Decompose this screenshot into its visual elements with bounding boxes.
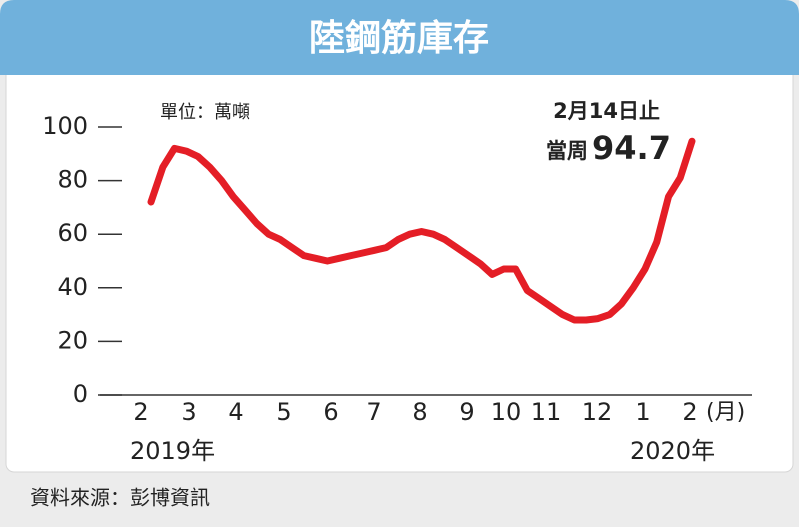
x-tick-label: 8 — [412, 398, 427, 426]
x-unit: (月) — [706, 400, 745, 425]
y-tick-label: 80 — [57, 166, 88, 194]
x-tick-label: 2 — [682, 398, 697, 426]
y-tick-label: 100 — [42, 112, 88, 140]
data-label: 94.7 — [592, 129, 671, 167]
chart-title: 陸鋼筋庫存 — [309, 18, 489, 59]
y-tick-label: 40 — [57, 273, 88, 301]
source: 資料來源：彭博資訊 — [30, 486, 210, 510]
x-tick-label: 10 — [491, 398, 522, 426]
unit-label: 單位：萬噸 — [160, 102, 250, 123]
x-tick-label: 1 — [635, 398, 650, 426]
year-label: 2020年 — [630, 437, 715, 465]
data-line — [147, 137, 696, 324]
x-tick-label: 11 — [531, 398, 562, 426]
x-tick-label: 3 — [181, 398, 196, 426]
year-label: 2019年 — [130, 437, 215, 465]
x-tick-label: 5 — [276, 398, 291, 426]
annotation-date: 2月14日止 — [553, 99, 660, 123]
title-bar — [0, 0, 799, 75]
x-tick-label: 7 — [366, 398, 381, 426]
y-tick-label: 20 — [57, 326, 88, 354]
x-tick-label: 4 — [228, 398, 243, 426]
x-tick-label: 12 — [582, 398, 613, 426]
x-tick-label: 2 — [133, 398, 148, 426]
y-tick-label: 0 — [73, 380, 88, 408]
y-tick-label: 60 — [57, 219, 88, 247]
annotation-prefix: 當周 — [546, 139, 588, 163]
x-tick-label: 6 — [323, 398, 338, 426]
x-tick-label: 9 — [459, 398, 474, 426]
